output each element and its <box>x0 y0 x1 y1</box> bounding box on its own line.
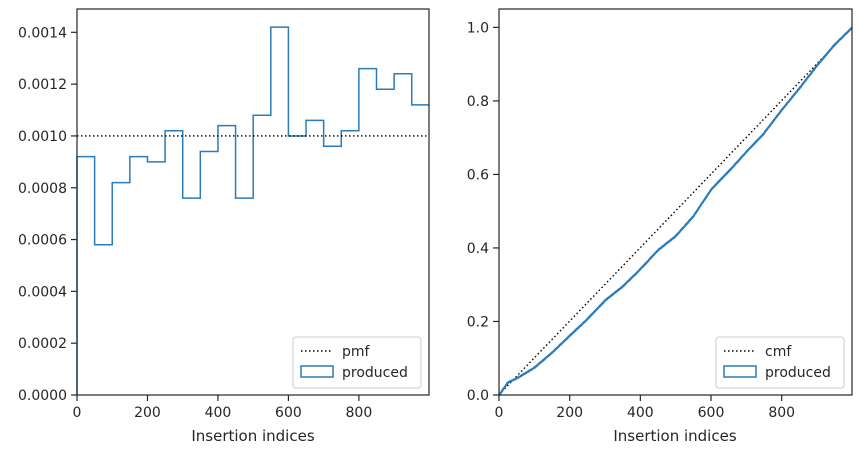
right-x-tick-label: 200 <box>556 405 583 421</box>
left-y-tick-label: 0.0012 <box>18 77 67 93</box>
cmf-reference-line <box>498 26 853 396</box>
left-legend-box <box>292 336 422 389</box>
right-legend: cmf produced <box>715 336 845 389</box>
right-y-tick-label: 0.0 <box>467 388 489 404</box>
right-legend-cmf-label: cmf <box>765 344 792 360</box>
right-axes-frame <box>498 8 853 396</box>
left-x-tick-label: 800 <box>346 405 373 421</box>
left-x-tick-label: 400 <box>205 405 232 421</box>
right-y-tick-label: 0.4 <box>467 241 489 257</box>
left-x-tick-label: 0 <box>73 405 82 421</box>
left-x-tick-label: 200 <box>134 405 161 421</box>
right-tick-group: 0 200 400 600 800 0.0 0.2 0.4 0.6 0.8 1.0 <box>467 20 795 421</box>
left-axes-frame <box>76 8 430 396</box>
left-legend-produced-swatch <box>300 365 334 378</box>
right-y-tick-label: 0.2 <box>467 314 489 330</box>
right-x-axis-label: Insertion indices <box>613 427 736 445</box>
right-y-tick-label: 0.8 <box>467 94 489 110</box>
left-y-tick-label: 0.0006 <box>18 233 67 249</box>
left-x-axis-label: Insertion indices <box>191 427 314 445</box>
right-x-tick-label: 0 <box>495 405 504 421</box>
left-y-tick-label: 0.0014 <box>18 25 67 41</box>
left-x-tick-label: 600 <box>275 405 302 421</box>
left-y-tick-label: 0.0010 <box>18 129 67 145</box>
right-x-tick-label: 800 <box>768 405 795 421</box>
right-y-tick-label: 0.6 <box>467 167 489 183</box>
left-legend-pmf-label: pmf <box>342 344 371 360</box>
right-x-tick-label: 400 <box>627 405 654 421</box>
right-legend-produced-swatch <box>723 365 757 378</box>
left-y-tick-label: 0.0002 <box>18 336 67 352</box>
produced-cumulative-line <box>498 26 853 396</box>
left-y-tick-label: 0.0000 <box>18 388 67 404</box>
cmf-panel: 0 200 400 600 800 0.0 0.2 0.4 0.6 0.8 1.0 Insertio… <box>467 8 853 445</box>
left-y-tick-label: 0.0008 <box>18 181 67 197</box>
left-tick-group: 0 200 400 600 800 0.0000 0.0002 0.0004 0.0006 0.0… <box>18 25 372 421</box>
left-y-tick-label: 0.0004 <box>18 284 67 300</box>
right-legend-produced-label: produced <box>765 365 831 381</box>
right-x-tick-label: 600 <box>698 405 725 421</box>
left-legend: pmf produced <box>292 336 422 389</box>
pmf-histogram-panel: 0 200 400 600 800 0.0000 0.0002 0.0004 0.0006 0.0… <box>18 8 430 445</box>
produced-histogram-step <box>76 26 429 395</box>
right-y-tick-label: 1.0 <box>467 20 489 36</box>
left-legend-produced-label: produced <box>342 365 408 381</box>
right-legend-box <box>715 336 845 389</box>
